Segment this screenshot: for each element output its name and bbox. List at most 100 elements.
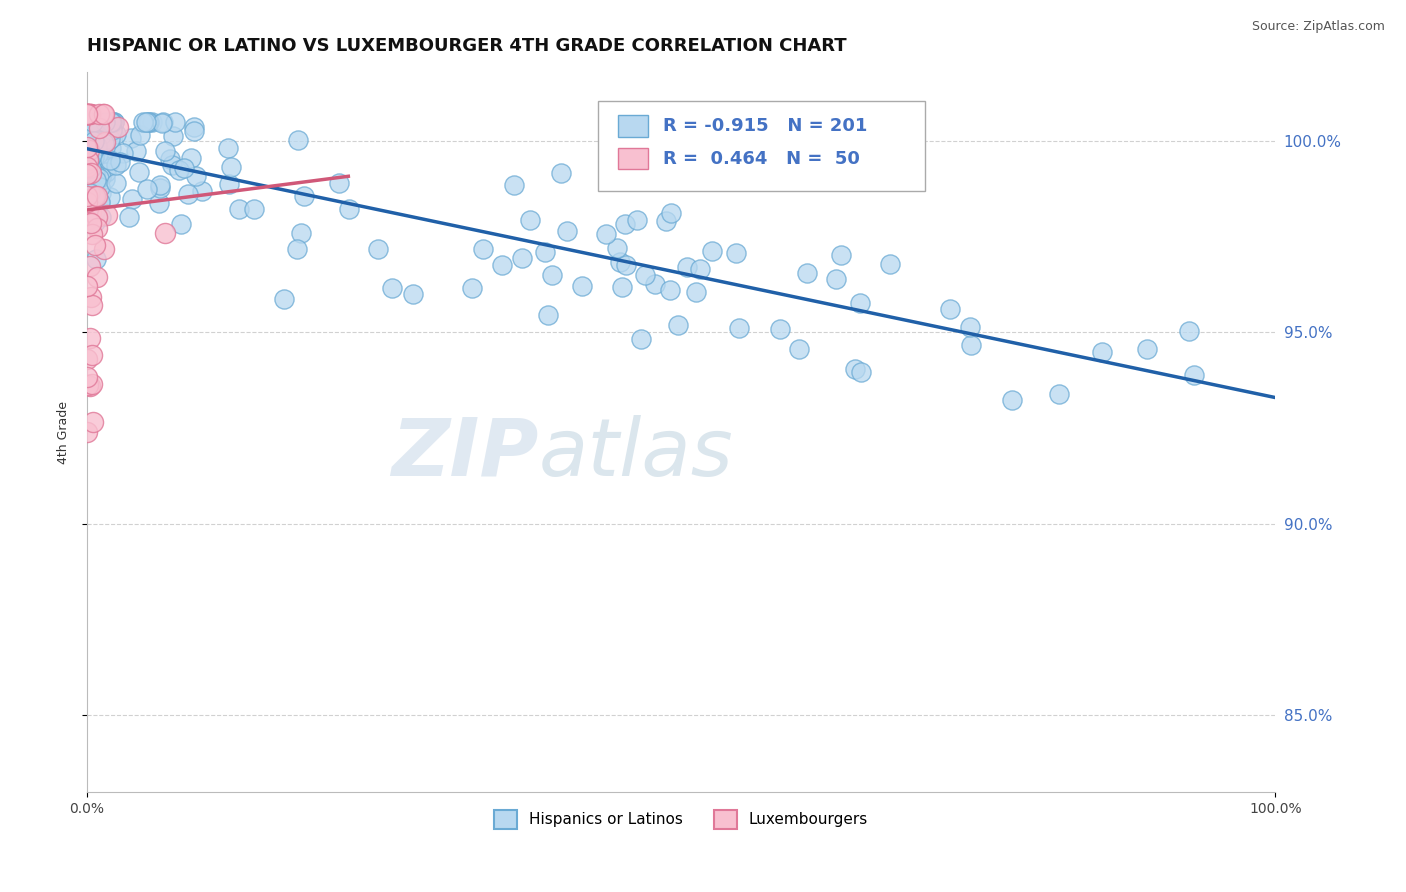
- Point: [101, 115, 124, 129]
- Point: [94, 161, 117, 176]
- Point: [76, 352, 98, 367]
- Point: [76, 216, 98, 230]
- Point: [76, 125, 98, 139]
- Point: [76, 115, 98, 129]
- Point: [550, 166, 572, 180]
- Point: [273, 292, 295, 306]
- Point: [83, 150, 105, 164]
- Point: [79, 198, 101, 212]
- Point: [79, 162, 101, 177]
- Point: [148, 195, 170, 210]
- Point: [93, 107, 115, 121]
- Point: [98, 153, 121, 168]
- Point: [769, 322, 792, 336]
- Point: [938, 301, 960, 316]
- Legend: Hispanics or Latinos, Luxembourgers: Hispanics or Latinos, Luxembourgers: [488, 804, 875, 835]
- Point: [80, 123, 103, 137]
- Point: [79, 186, 101, 200]
- Point: [80, 126, 103, 140]
- Point: [149, 181, 172, 195]
- Point: [879, 257, 901, 271]
- Point: [725, 246, 748, 260]
- Point: [79, 115, 101, 129]
- Point: [84, 238, 107, 252]
- Point: [537, 308, 560, 322]
- Point: [77, 153, 100, 167]
- Point: [76, 156, 98, 170]
- Point: [138, 115, 160, 129]
- FancyBboxPatch shape: [619, 115, 648, 136]
- Point: [290, 226, 312, 240]
- Point: [959, 320, 981, 334]
- Point: [76, 425, 98, 439]
- Text: ZIP: ZIP: [391, 415, 538, 492]
- Point: [135, 182, 157, 196]
- Point: [381, 281, 404, 295]
- Point: [141, 115, 163, 129]
- Point: [91, 119, 114, 133]
- Point: [685, 285, 707, 300]
- Point: [89, 161, 111, 175]
- Point: [82, 376, 104, 391]
- Point: [87, 137, 110, 152]
- Point: [98, 153, 121, 168]
- Point: [79, 107, 101, 121]
- Point: [80, 163, 103, 178]
- Point: [830, 247, 852, 261]
- Point: [90, 169, 112, 184]
- Point: [153, 144, 176, 158]
- Point: [86, 270, 108, 285]
- Point: [461, 281, 484, 295]
- Point: [626, 213, 648, 227]
- Point: [98, 154, 121, 169]
- Point: [83, 190, 105, 204]
- Point: [112, 145, 135, 160]
- Point: [76, 107, 98, 121]
- Point: [285, 242, 308, 256]
- Point: [94, 165, 117, 179]
- Point: [82, 415, 104, 429]
- Point: [177, 186, 200, 201]
- Point: [118, 210, 141, 224]
- Point: [80, 115, 103, 129]
- Point: [128, 165, 150, 179]
- Point: [129, 128, 152, 142]
- Point: [80, 115, 103, 129]
- Point: [108, 155, 131, 169]
- Point: [84, 167, 107, 181]
- Point: [76, 153, 98, 167]
- Point: [1001, 393, 1024, 408]
- Point: [614, 217, 637, 231]
- Point: [77, 151, 100, 165]
- Point: [76, 161, 98, 175]
- Point: [80, 205, 103, 219]
- Point: [153, 226, 176, 240]
- Point: [82, 115, 104, 129]
- Point: [136, 115, 159, 129]
- Point: [86, 147, 108, 161]
- Point: [76, 140, 98, 154]
- Point: [960, 338, 983, 352]
- Point: [86, 136, 108, 150]
- Point: [93, 154, 115, 169]
- Point: [162, 128, 184, 143]
- Point: [80, 115, 103, 129]
- Point: [183, 120, 205, 134]
- Text: R =  0.464   N =  50: R = 0.464 N = 50: [664, 150, 860, 168]
- Point: [519, 212, 541, 227]
- Y-axis label: 4th Grade: 4th Grade: [58, 401, 70, 464]
- Point: [676, 260, 699, 275]
- Point: [76, 115, 98, 129]
- Point: [80, 153, 103, 168]
- Point: [87, 107, 110, 121]
- Point: [86, 220, 108, 235]
- Point: [503, 178, 526, 193]
- Point: [93, 135, 115, 149]
- Point: [103, 115, 125, 129]
- Point: [186, 169, 208, 183]
- Point: [101, 123, 124, 137]
- Point: [76, 121, 98, 136]
- Point: [228, 202, 250, 216]
- Point: [135, 115, 157, 129]
- Point: [243, 202, 266, 216]
